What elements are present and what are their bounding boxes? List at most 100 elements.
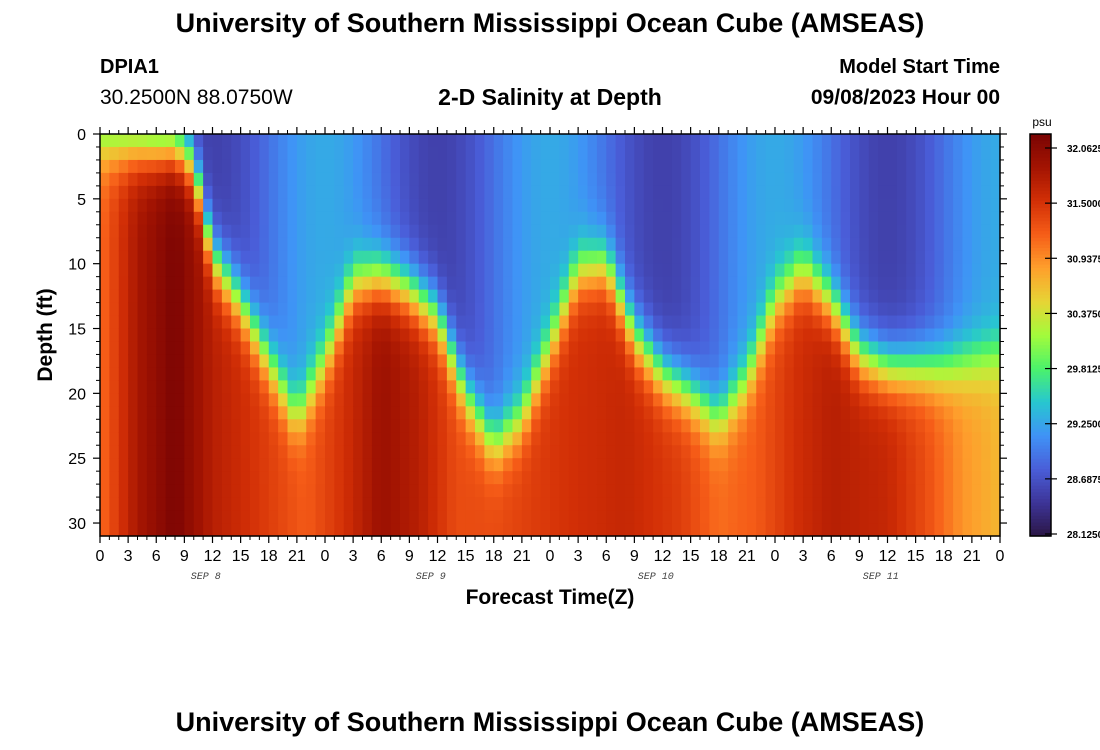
- heatmap-cell: [334, 276, 345, 291]
- heatmap-cell: [512, 497, 523, 511]
- heatmap-cell: [653, 224, 664, 239]
- heatmap-cell: [606, 328, 617, 343]
- heatmap-cell: [962, 445, 973, 459]
- heatmap-cell: [718, 263, 729, 278]
- colorbar-swatch: [1030, 405, 1051, 410]
- heatmap-cell: [465, 185, 476, 200]
- heatmap-cell: [484, 198, 495, 213]
- heatmap-cell: [606, 458, 617, 472]
- heatmap-cell: [887, 497, 898, 511]
- heatmap-cell: [353, 250, 364, 265]
- colorbar-swatch: [1030, 311, 1051, 316]
- heatmap-cell: [428, 289, 439, 304]
- heatmap-cell: [653, 484, 664, 498]
- heatmap-cell: [859, 406, 870, 420]
- heatmap-cell: [643, 432, 654, 446]
- heatmap-cell: [418, 432, 429, 446]
- heatmap-cell: [493, 341, 504, 356]
- heatmap-cell: [475, 172, 485, 187]
- heatmap-cell: [212, 419, 223, 433]
- heatmap-cell: [165, 276, 176, 291]
- heatmap-cell: [118, 341, 129, 356]
- heatmap-cell: [343, 198, 354, 213]
- heatmap-cell: [906, 224, 917, 239]
- heatmap-cell: [615, 419, 626, 433]
- heatmap-cell: [831, 263, 842, 278]
- colorbar-swatch: [1030, 184, 1051, 189]
- heatmap-cell: [906, 211, 917, 226]
- heatmap-cell: [493, 198, 504, 213]
- heatmap-cell: [343, 445, 354, 459]
- heatmap-cell: [456, 445, 467, 459]
- heatmap-cell: [971, 393, 982, 407]
- heatmap-cell: [915, 146, 926, 161]
- heatmap-cell: [540, 328, 551, 343]
- heatmap-cell: [709, 393, 720, 407]
- heatmap-cell: [521, 497, 532, 511]
- heatmap-cell: [906, 328, 917, 343]
- heatmap-cell: [334, 380, 345, 394]
- heatmap-cell: [700, 432, 710, 446]
- heatmap-cell: [315, 367, 326, 381]
- heatmap-cell: [662, 172, 673, 187]
- heatmap-cell: [296, 393, 307, 407]
- heatmap-cell: [587, 367, 598, 381]
- heatmap-cell: [868, 497, 879, 511]
- heatmap-cell: [709, 289, 720, 304]
- heatmap-cell: [503, 237, 514, 252]
- colorbar-swatch: [1030, 519, 1051, 524]
- heatmap-cell: [137, 328, 148, 343]
- heatmap-cell: [643, 419, 654, 433]
- heatmap-cell: [287, 159, 298, 174]
- heatmap-cell: [971, 419, 982, 433]
- heatmap-cell: [503, 159, 514, 174]
- heatmap-cell: [503, 211, 514, 226]
- heatmap-cell: [175, 523, 185, 537]
- heatmap-cell: [484, 289, 495, 304]
- heatmap-cell: [962, 302, 973, 317]
- heatmap-cell: [118, 211, 129, 226]
- heatmap-cell: [850, 445, 860, 459]
- heatmap-cell: [615, 198, 626, 213]
- heatmap-cell: [550, 380, 560, 394]
- heatmap-cell: [353, 276, 364, 291]
- heatmap-cell: [512, 263, 523, 278]
- heatmap-cell: [887, 406, 898, 420]
- heatmap-cell: [531, 380, 542, 394]
- heatmap-cell: [343, 523, 354, 537]
- heatmap-cell: [456, 458, 467, 472]
- heatmap-cell: [137, 302, 148, 317]
- heatmap-cell: [718, 276, 729, 291]
- heatmap-cell: [896, 458, 907, 472]
- heatmap-cell: [700, 341, 710, 356]
- heatmap-cell: [193, 432, 204, 446]
- heatmap-cell: [259, 445, 270, 459]
- heatmap-cell: [775, 393, 785, 407]
- heatmap-cell: [118, 432, 129, 446]
- colorbar-swatch: [1030, 217, 1051, 222]
- heatmap-cell: [756, 445, 767, 459]
- heatmap-cell: [400, 367, 410, 381]
- heatmap-cell: [737, 276, 748, 291]
- heatmap-cell: [896, 354, 907, 369]
- heatmap-cell: [784, 523, 795, 537]
- heatmap-cell: [803, 159, 814, 174]
- heatmap-cell: [531, 497, 542, 511]
- heatmap-cell: [334, 523, 345, 537]
- heatmap-cell: [493, 458, 504, 472]
- heatmap-cell: [681, 484, 692, 498]
- heatmap-cell: [775, 302, 785, 317]
- heatmap-cell: [709, 523, 720, 537]
- heatmap-cell: [906, 315, 917, 330]
- heatmap-cell: [128, 185, 139, 200]
- heatmap-cell: [268, 237, 279, 252]
- heatmap-cell: [981, 341, 992, 356]
- heatmap-cell: [137, 419, 148, 433]
- heatmap-cell: [559, 393, 570, 407]
- heatmap-cell: [840, 484, 851, 498]
- heatmap-cell: [962, 134, 973, 148]
- heatmap-cell: [493, 315, 504, 330]
- heatmap-cell: [540, 510, 551, 524]
- heatmap-cell: [981, 354, 992, 369]
- x-tick-label: 21: [963, 548, 981, 565]
